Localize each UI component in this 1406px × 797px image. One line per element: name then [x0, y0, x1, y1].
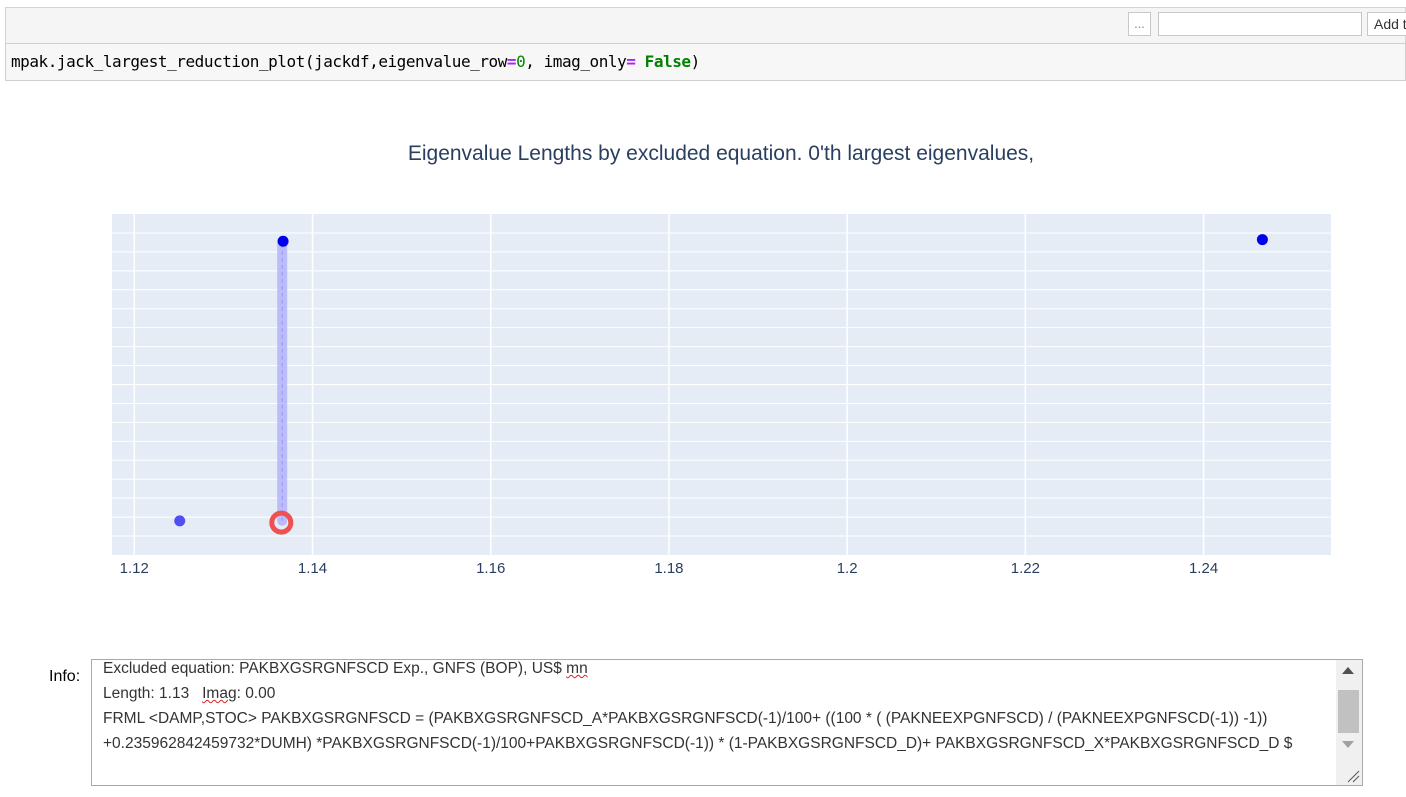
code-input-cell[interactable]: mpak.jack_largest_reduction_plot(jackdf,…: [5, 43, 1406, 81]
scroll-down-arrow-icon[interactable]: [1342, 741, 1354, 748]
info-line-length: Length: 1.13 Imag: 0.00: [103, 681, 1328, 706]
resize-grip-icon[interactable]: [1346, 769, 1360, 783]
info-line-formula: FRML <DAMP,STOC> PAKBXGSRGNFSCD = (PAKBX…: [103, 710, 1293, 752]
selected-point-marker: [269, 510, 294, 535]
x-tick-label: 1.24: [1189, 560, 1218, 577]
code-token: [635, 52, 644, 71]
data-point: [174, 515, 186, 527]
code-token: ): [690, 52, 701, 71]
x-tick-label: 1.14: [298, 560, 327, 577]
horizontal-gridlines: [112, 232, 1331, 537]
scroll-up-arrow-icon[interactable]: [1342, 667, 1354, 674]
points-layer: [174, 234, 1268, 535]
code-token: False: [644, 52, 691, 71]
x-tick-label: 1.16: [476, 560, 505, 577]
code-token: =: [626, 52, 636, 71]
scroll-thumb[interactable]: [1338, 690, 1359, 733]
cell-toolbar: ... Add t: [5, 7, 1406, 43]
code-token: 0: [516, 52, 526, 71]
code-token: mpak.jack_largest_reduction_plot(jackdf,…: [11, 52, 507, 71]
imag-value-text: : 0.00: [236, 685, 276, 702]
excluded-equation-text: Excluded equation: PAKBXGSRGNFSCD Exp., …: [103, 660, 567, 677]
eigenvalue-scatter-plot[interactable]: Eigenvalue Lengths by excluded equation.…: [0, 100, 1406, 620]
add-tag-button[interactable]: Add t: [1367, 12, 1406, 36]
data-point: [277, 235, 289, 247]
code-token: , imag_only: [525, 52, 627, 71]
length-text: Length: 1.13: [103, 685, 203, 702]
info-label: Info:: [49, 668, 81, 685]
code-token: =: [506, 52, 517, 71]
spellcheck-word: mn: [566, 660, 588, 677]
info-scrollbar[interactable]: [1336, 660, 1362, 785]
chart-title: Eigenvalue Lengths by excluded equation.…: [408, 142, 1034, 165]
tag-input[interactable]: [1158, 12, 1362, 36]
x-axis-ticks: 1.12 1.14 1.16 1.18 1.2 1.22 1.24: [120, 560, 1219, 577]
info-content: Excluded equation: PAKBXGSRGNFSCD Exp., …: [103, 660, 1328, 756]
vertical-gridlines: [133, 214, 1205, 555]
spellcheck-word: Imag: [202, 685, 237, 702]
data-point: [1256, 234, 1268, 246]
info-line-excluded: Excluded equation: PAKBXGSRGNFSCD Exp., …: [103, 660, 1328, 681]
info-textarea[interactable]: Excluded equation: PAKBXGSRGNFSCD Exp., …: [91, 659, 1363, 786]
x-tick-label: 1.18: [654, 560, 683, 577]
x-tick-label: 1.12: [120, 560, 149, 577]
x-tick-label: 1.22: [1011, 560, 1040, 577]
more-options-button[interactable]: ...: [1128, 12, 1151, 36]
x-tick-label: 1.2: [837, 560, 858, 577]
